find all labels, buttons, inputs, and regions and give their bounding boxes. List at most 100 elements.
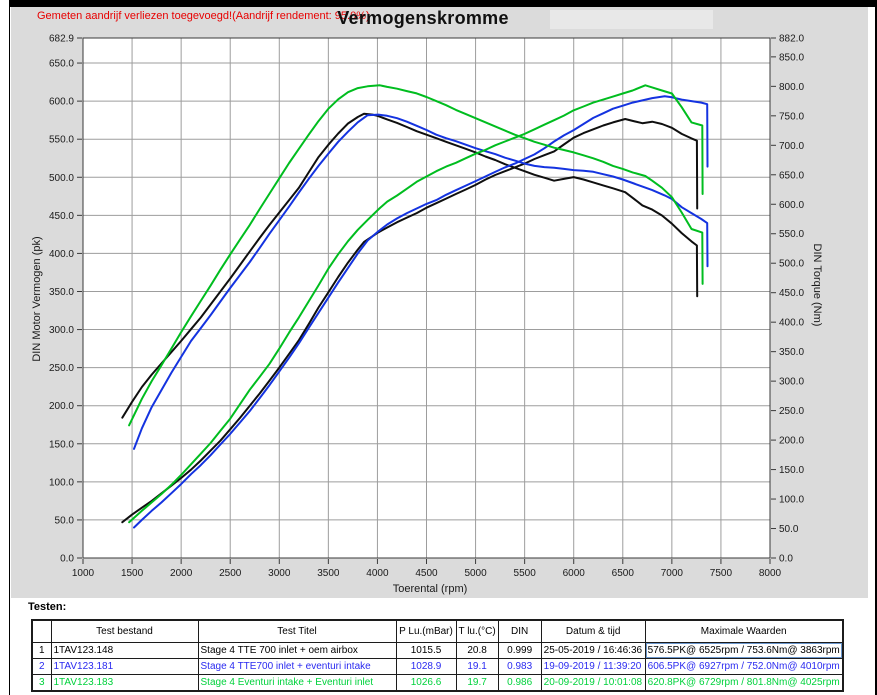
tick-label: 200.0 [49, 401, 74, 412]
tick-label: 400.0 [779, 318, 804, 329]
curve-run1-power [121, 118, 699, 524]
legend-box [550, 10, 713, 29]
row-number-cell: 1 [31, 642, 52, 659]
tick-label: 3000 [268, 568, 291, 579]
tick-label: 150.0 [779, 465, 804, 476]
tick-label: 800.0 [779, 82, 804, 93]
table-header-cell: T lu.(°C) [455, 619, 499, 643]
dyno-chart-panel: Gemeten aandrijf verliezen toegevoegd!(A… [11, 7, 868, 598]
table-cell: 1TAV123.181 [50, 658, 199, 675]
table-cell: 0.999 [497, 642, 542, 659]
tick-label: 100.0 [779, 495, 804, 506]
table-header-cell: Test bestand [50, 619, 199, 643]
tick-label: 850.0 [779, 52, 804, 63]
tick-label: 400.0 [49, 249, 74, 260]
tick-label: 6500 [612, 568, 635, 579]
tick-label: 600.0 [779, 200, 804, 211]
tick-label: 0.0 [779, 554, 793, 565]
tick-label: 1000 [72, 568, 95, 579]
table-cell: 1TAV123.148 [50, 642, 199, 659]
table-cell: 1028.9 [395, 658, 457, 675]
curve-run3-power [128, 84, 704, 524]
table-cell: 1TAV123.183 [50, 674, 199, 692]
y-right-axis-title: DIN Torque (Nm) [811, 244, 823, 327]
tick-label: 4500 [415, 568, 438, 579]
curve-run2-power [133, 95, 709, 529]
table-cell: Stage 4 Eventuri intake + Eventuri inlet [197, 674, 397, 692]
tests-section-label: Testen: [28, 601, 67, 613]
tick-label: 650.0 [779, 170, 804, 181]
tick-label: 300.0 [49, 325, 74, 336]
tick-label: 7500 [710, 568, 733, 579]
curve-run2-torque [133, 113, 709, 450]
table-cell: 620.8PK@ 6729rpm / 801.8Nm@ 4025rpm [644, 674, 844, 692]
table-cell: 25-05-2019 / 16:46:36 [540, 642, 646, 659]
tick-label: 250.0 [779, 406, 804, 417]
tick-label: 50.0 [779, 524, 799, 535]
tick-label: 682.9 [49, 34, 74, 45]
chart-title: Vermogenskromme [337, 8, 509, 28]
drivetrain-loss-note: Gemeten aandrijf verliezen toegevoegd!(A… [37, 10, 370, 22]
dyno-chart: 682.9 650.0 600.0 550.0 500.0 450.0 400.0 350.0… [31, 34, 823, 596]
table-header-cell: Maximale Waarden [644, 619, 844, 643]
table-cell: Stage 4 TTE700 inlet + eventuri intake [197, 658, 397, 675]
tick-label: 250.0 [49, 363, 74, 374]
tick-label: 8000 [759, 568, 782, 579]
tick-label: 7000 [661, 568, 684, 579]
curve-run3-torque [128, 84, 704, 427]
tick-label: 200.0 [779, 436, 804, 447]
tick-label: 150.0 [49, 439, 74, 450]
y-left-axis-title: DIN Motor Vermogen (pk) [31, 236, 43, 361]
table-cell: 606.5PK@ 6927rpm / 752.0Nm@ 4010rpm [644, 658, 844, 675]
tick-label: 0.0 [60, 554, 74, 565]
table-header-cell: P Lu.(mBar) [395, 619, 457, 643]
table-cell: 19-09-2019 / 11:39:20 [540, 658, 646, 675]
tick-label: 882.0 [779, 34, 804, 45]
tick-label: 3500 [317, 568, 340, 579]
row-number-cell: 2 [31, 658, 52, 675]
table-cell: 0.986 [497, 674, 542, 692]
table-cell: 1015.5 [395, 642, 457, 659]
table-cell: 1026.6 [395, 674, 457, 692]
table-row[interactable]: 2 1TAV123.181 Stage 4 TTE700 inlet + event… [31, 658, 844, 675]
tick-label: 450.0 [779, 288, 804, 299]
table-header-cell: Datum & tijd [540, 619, 646, 643]
table-cell: 20.8 [455, 642, 499, 659]
tick-label: 550.0 [779, 229, 804, 240]
tick-label: 350.0 [779, 347, 804, 358]
tick-label: 6000 [563, 568, 586, 579]
tick-label: 5500 [514, 568, 537, 579]
tick-label: 450.0 [49, 211, 74, 222]
window-top-border [9, 0, 877, 7]
window-right-border [875, 0, 877, 695]
chart-plot-area: 682.9 650.0 600.0 550.0 500.0 450.0 400.0 350.0… [49, 34, 804, 580]
tick-label: 4000 [366, 568, 389, 579]
tests-table: Test bestand Test Titel P Lu.(mBar) T lu.(°… [31, 619, 844, 692]
tick-label: 50.0 [55, 515, 75, 526]
table-header-cell: Test Titel [197, 619, 397, 643]
table-cell: Stage 4 TTE 700 inlet + oem airbox [197, 642, 397, 659]
tick-label: 2000 [170, 568, 193, 579]
tick-label: 1500 [121, 568, 144, 579]
table-cell: 576.5PK@ 6525rpm / 753.6Nm@ 3863rpm [644, 642, 844, 659]
table-cell: 19.1 [455, 658, 499, 675]
tick-label: 600.0 [49, 97, 74, 108]
table-row[interactable]: 3 1TAV123.183 Stage 4 Eventuri intake + Ev… [31, 674, 844, 692]
x-axis-title: Toerental (rpm) [393, 583, 468, 595]
tick-label: 500.0 [49, 173, 74, 184]
tick-label: 100.0 [49, 477, 74, 488]
tick-label: 650.0 [49, 59, 74, 70]
tick-label: 550.0 [49, 135, 74, 146]
table-header-cell [31, 619, 52, 643]
tick-label: 300.0 [779, 377, 804, 388]
tick-label: 700.0 [779, 141, 804, 152]
table-cell: 20-09-2019 / 10:01:08 [540, 674, 646, 692]
table-header-cell: DIN [497, 619, 542, 643]
tick-label: 350.0 [49, 287, 74, 298]
table-cell: 0.983 [497, 658, 542, 675]
tick-label: 5000 [464, 568, 487, 579]
tick-label: 750.0 [779, 111, 804, 122]
table-row[interactable]: 1 1TAV123.148 Stage 4 TTE 700 inlet + oem … [31, 642, 844, 659]
table-header-row: Test bestand Test Titel P Lu.(mBar) T lu.(°… [31, 619, 844, 643]
tick-label: 500.0 [779, 259, 804, 270]
